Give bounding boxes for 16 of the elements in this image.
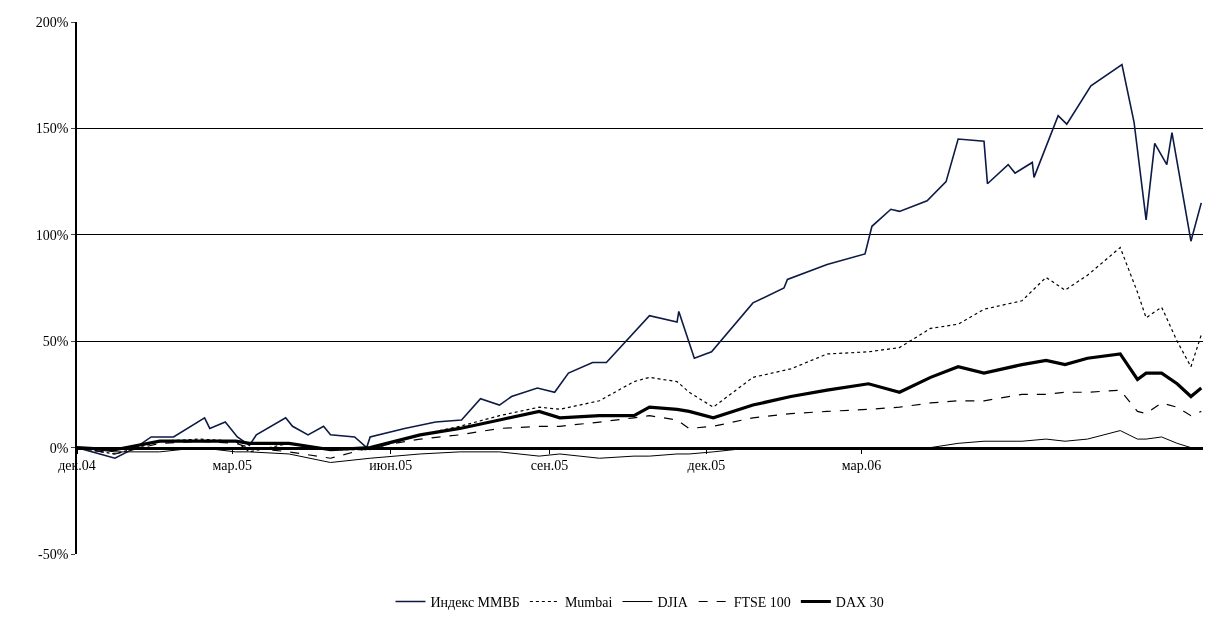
- legend-label: FTSE 100: [733, 594, 791, 610]
- legend-label: Индекс ММВБ: [430, 594, 520, 610]
- y-tick-label: 50%: [42, 334, 69, 350]
- legend-label: Mumbai: [564, 594, 613, 610]
- x-tick-label: мар.05: [212, 458, 252, 474]
- y-tick-label: 0%: [49, 440, 69, 456]
- x-tick-label: дек.05: [687, 458, 726, 474]
- y-tick-label: 150%: [35, 121, 69, 137]
- x-tick-label: мар.06: [841, 458, 882, 474]
- y-tick-label: 100%: [35, 227, 69, 243]
- y-tick-label: -50%: [38, 546, 69, 562]
- legend-label: DAX 30: [835, 594, 884, 610]
- y-tick-label: 200%: [35, 14, 69, 30]
- x-tick-label: сен.05: [530, 458, 569, 474]
- legend-label: DJIA: [657, 594, 689, 610]
- x-tick-label: июн.05: [369, 458, 413, 474]
